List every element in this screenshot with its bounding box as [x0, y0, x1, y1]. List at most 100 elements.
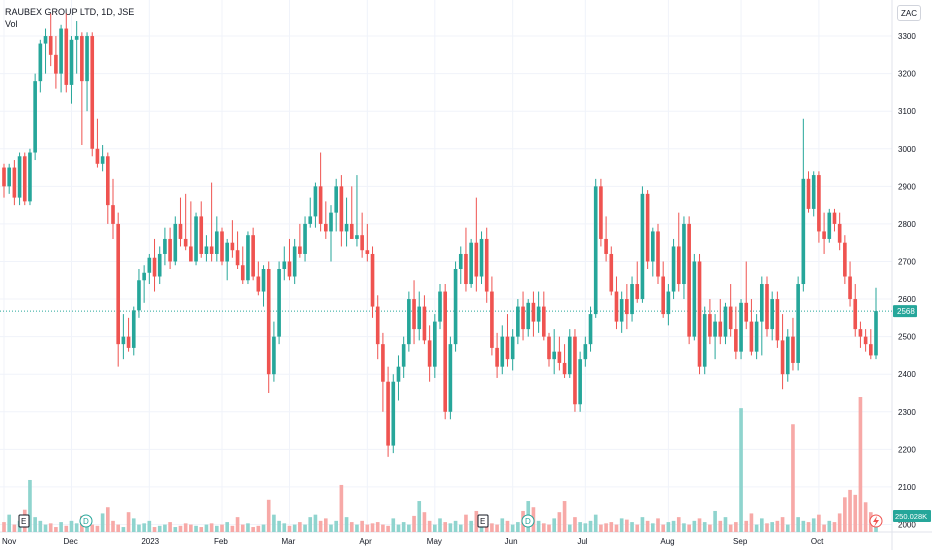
- candle-body: [298, 246, 302, 254]
- volume-bar: [448, 523, 453, 532]
- candle-body: [811, 175, 816, 209]
- volume-bar: [718, 520, 723, 532]
- volume-bar: [614, 524, 619, 532]
- volume-bar: [230, 525, 235, 532]
- volume-bar: [313, 514, 318, 532]
- candle-body: [344, 223, 349, 232]
- y-tick-label: 2400: [898, 370, 916, 379]
- candle-body: [510, 336, 515, 360]
- candle-body: [635, 284, 640, 300]
- candle-body: [381, 344, 385, 382]
- candle-body: [702, 314, 707, 367]
- candle-body: [194, 216, 198, 262]
- candle-body: [609, 253, 614, 292]
- candle-body: [505, 336, 510, 360]
- candle-body: [59, 28, 63, 74]
- lightning-icon: [873, 516, 879, 527]
- y-tick-label: 2700: [898, 257, 916, 266]
- candle-body: [69, 39, 74, 85]
- candle-body: [272, 336, 276, 375]
- candle-body: [375, 306, 380, 345]
- candle-body: [868, 344, 873, 356]
- x-tick-label: 2023: [141, 537, 159, 546]
- candle-body: [536, 306, 541, 322]
- volume-bar: [458, 524, 463, 532]
- candle-body: [837, 223, 842, 243]
- candle-body: [562, 362, 567, 375]
- y-tick-label: 2800: [898, 220, 916, 229]
- candle-body: [541, 306, 546, 337]
- x-tick-label: Jun: [505, 537, 518, 546]
- volume-bar: [355, 524, 359, 532]
- candle-body: [858, 329, 863, 337]
- candle-body: [785, 336, 790, 375]
- candle-body: [676, 246, 681, 285]
- volume-bar: [266, 499, 271, 532]
- candle-body: [432, 321, 437, 367]
- x-tick-label: Apr: [359, 537, 372, 546]
- candle-body: [303, 223, 307, 254]
- volume-bar: [360, 520, 364, 532]
- candle-body: [157, 253, 162, 277]
- volume-bar: [272, 514, 276, 532]
- volume-bar: [194, 525, 198, 532]
- candle-body: [775, 299, 780, 341]
- volume-bar: [858, 397, 863, 532]
- candle-body: [744, 302, 749, 322]
- volume-bar: [671, 520, 676, 532]
- volume-bar: [817, 514, 821, 532]
- volume-bar: [329, 524, 333, 532]
- volume-bar: [749, 513, 754, 532]
- candle-body: [479, 238, 484, 277]
- volume-bar: [33, 517, 37, 532]
- volume-bar: [588, 520, 593, 532]
- volume-bar: [536, 520, 541, 532]
- candle-body: [137, 280, 141, 311]
- candle-body: [38, 43, 43, 82]
- volume-bar: [775, 520, 780, 532]
- candle-body: [209, 246, 214, 254]
- volume-bar: [801, 520, 806, 532]
- volume-bar: [479, 524, 484, 532]
- volume-bar: [323, 518, 328, 532]
- candle-body: [313, 186, 318, 217]
- volume-bar: [121, 527, 126, 532]
- volume-bar: [90, 524, 95, 532]
- x-tick-label: Jul: [577, 537, 587, 546]
- candle-body: [438, 291, 442, 322]
- x-tick-label: Mar: [281, 537, 295, 546]
- y-tick-label: 3000: [898, 145, 916, 154]
- candle-body: [817, 175, 821, 232]
- candle-body: [474, 242, 479, 277]
- candle-body: [469, 242, 473, 285]
- candle-body: [126, 336, 131, 348]
- volume-bar: [157, 525, 162, 532]
- candle-body: [666, 291, 671, 315]
- volume-bar: [567, 524, 572, 532]
- volume-bar: [692, 520, 697, 532]
- y-tick-label: 2000: [898, 520, 916, 529]
- candle-body: [12, 167, 17, 198]
- y-tick-label: 2300: [898, 408, 916, 417]
- x-tick-label: Oct: [811, 537, 824, 546]
- candle-body: [645, 193, 650, 262]
- volume-bar: [407, 524, 411, 532]
- currency-button[interactable]: ZAC: [897, 5, 921, 21]
- candle-body: [765, 284, 769, 330]
- candle-body: [189, 246, 193, 262]
- volume-bar: [386, 525, 390, 532]
- volume-bar: [349, 522, 354, 532]
- candle-body: [614, 291, 619, 322]
- candle-body: [74, 36, 79, 40]
- candle-body: [318, 186, 323, 224]
- candle-body: [2, 167, 6, 187]
- volume-bar: [251, 527, 255, 532]
- volume-bar: [739, 408, 743, 532]
- volume-bar: [432, 524, 437, 532]
- volume-bar: [282, 523, 287, 532]
- last-price-tag: [893, 305, 917, 318]
- volume-bar: [142, 523, 146, 532]
- x-tick-label: Sep: [733, 537, 748, 546]
- candle-body: [453, 269, 458, 345]
- volume-bar: [152, 527, 157, 532]
